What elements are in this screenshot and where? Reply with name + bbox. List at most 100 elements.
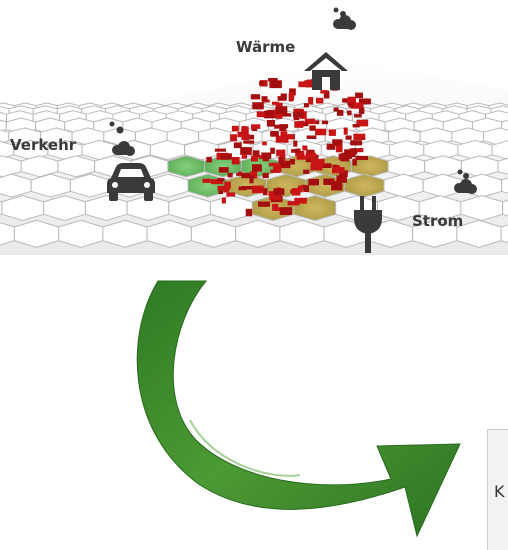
building xyxy=(206,157,211,163)
building xyxy=(360,121,364,125)
building xyxy=(315,129,326,136)
building xyxy=(281,131,288,139)
building xyxy=(252,102,263,109)
panel-edge-text: K xyxy=(494,482,505,501)
building xyxy=(356,156,368,160)
panel-edge: K xyxy=(487,429,508,550)
building xyxy=(352,159,357,166)
building xyxy=(306,150,314,154)
building xyxy=(258,202,270,207)
building xyxy=(331,184,342,191)
building xyxy=(272,204,278,211)
building xyxy=(227,192,236,196)
building xyxy=(246,209,253,217)
building xyxy=(303,170,309,174)
building xyxy=(303,185,309,192)
building xyxy=(267,120,275,127)
building xyxy=(355,93,363,99)
building xyxy=(320,90,327,93)
building xyxy=(292,188,300,196)
building xyxy=(272,102,279,105)
building xyxy=(337,110,344,116)
building xyxy=(202,179,210,183)
building xyxy=(215,149,226,152)
building xyxy=(265,111,274,119)
building xyxy=(270,131,279,137)
building xyxy=(346,136,352,140)
hex-cell xyxy=(388,156,425,177)
building xyxy=(268,78,278,81)
hex-cell xyxy=(168,156,205,177)
building xyxy=(273,164,281,172)
building xyxy=(309,125,315,130)
building xyxy=(315,120,319,124)
building xyxy=(228,173,233,178)
building xyxy=(348,97,357,104)
building xyxy=(239,186,247,190)
building xyxy=(294,198,307,204)
building xyxy=(359,108,364,114)
building xyxy=(274,125,284,129)
building xyxy=(297,156,310,160)
building xyxy=(243,140,254,143)
building xyxy=(273,188,284,195)
building xyxy=(308,97,313,105)
building xyxy=(350,140,362,145)
building xyxy=(275,106,287,114)
emission-cloud-icon xyxy=(333,8,356,31)
building xyxy=(336,145,343,152)
building xyxy=(263,173,269,178)
building xyxy=(242,154,247,159)
building xyxy=(278,157,283,164)
building xyxy=(290,159,295,165)
building xyxy=(308,179,319,186)
building xyxy=(251,156,258,162)
building xyxy=(259,81,265,86)
building xyxy=(221,153,232,159)
building xyxy=(288,209,293,214)
building xyxy=(251,94,260,99)
building xyxy=(294,121,303,128)
building xyxy=(307,136,317,140)
building xyxy=(322,121,328,125)
building xyxy=(344,128,348,135)
hex-cell xyxy=(21,156,58,177)
building xyxy=(251,124,260,129)
building xyxy=(281,94,287,101)
building xyxy=(333,167,344,173)
building xyxy=(232,157,240,164)
building xyxy=(269,80,282,88)
building xyxy=(262,153,271,159)
heat-label: Wärme xyxy=(236,38,295,56)
building xyxy=(249,176,253,183)
building xyxy=(289,92,294,100)
building xyxy=(316,98,323,104)
building xyxy=(219,167,229,173)
hex-cell xyxy=(150,140,184,159)
building xyxy=(353,134,365,140)
building xyxy=(276,150,285,157)
building xyxy=(249,135,254,140)
building xyxy=(350,148,358,154)
building xyxy=(222,198,226,204)
power-label: Strom xyxy=(412,212,463,230)
building xyxy=(232,126,239,132)
building xyxy=(353,124,360,127)
traffic-label: Verkehr xyxy=(10,136,77,154)
hex-cell xyxy=(58,156,95,177)
building xyxy=(252,186,264,194)
building xyxy=(347,111,352,116)
curved-arrow xyxy=(137,281,460,536)
building xyxy=(291,149,301,153)
building xyxy=(293,141,297,147)
building xyxy=(217,178,224,181)
building xyxy=(311,159,324,164)
building xyxy=(262,96,268,101)
building xyxy=(354,114,362,117)
building xyxy=(242,126,246,133)
building xyxy=(257,111,265,117)
building xyxy=(230,134,237,141)
building xyxy=(252,164,262,171)
building xyxy=(329,129,336,136)
